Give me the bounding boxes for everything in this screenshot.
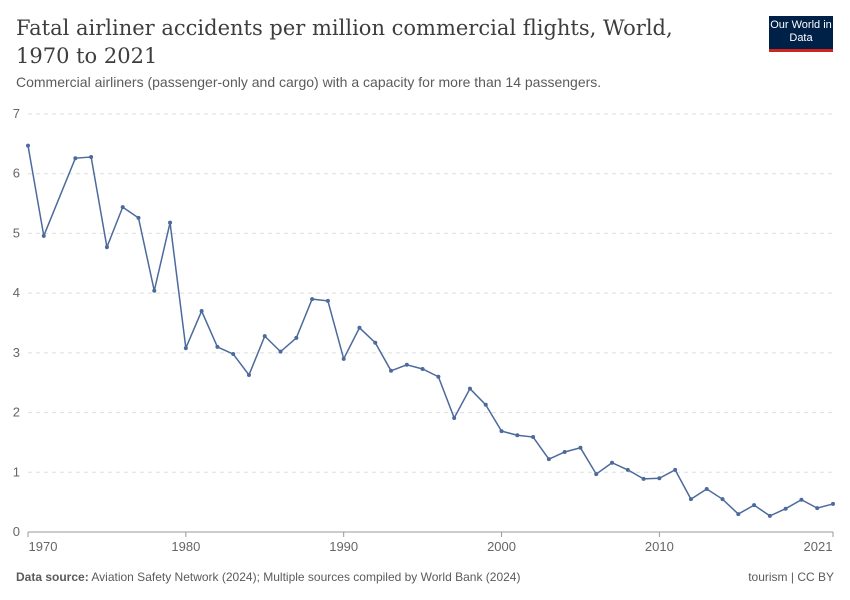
- x-tick-label: 1980: [171, 539, 200, 554]
- data-point: [199, 309, 204, 314]
- data-source: Data source: Aviation Safety Network (20…: [16, 570, 520, 584]
- data-point: [389, 368, 394, 373]
- data-point: [625, 467, 630, 472]
- data-point: [41, 233, 46, 238]
- data-point: [325, 298, 330, 303]
- data-point: [831, 501, 835, 506]
- data-point: [262, 334, 267, 339]
- data-point: [120, 205, 125, 210]
- owid-logo[interactable]: Our World in Data: [769, 16, 833, 52]
- data-point: [183, 346, 188, 351]
- data-point: [420, 366, 425, 371]
- data-point: [152, 288, 157, 293]
- license[interactable]: tourism | CC BY: [748, 570, 834, 584]
- data-point: [357, 325, 362, 330]
- data-point: [294, 335, 299, 340]
- data-point: [752, 503, 757, 508]
- x-tick-label: 2021: [804, 539, 833, 554]
- data-point: [483, 402, 488, 407]
- data-point: [373, 340, 378, 345]
- data-point: [231, 352, 236, 357]
- data-point: [341, 356, 346, 361]
- data-point: [531, 435, 536, 440]
- x-tick-label: 2000: [487, 539, 516, 554]
- data-point: [610, 460, 615, 465]
- data-point: [657, 476, 662, 481]
- data-point: [688, 497, 693, 502]
- data-point: [736, 512, 741, 517]
- data-point: [815, 506, 820, 511]
- data-point: [562, 449, 567, 454]
- y-tick-label: 2: [13, 405, 20, 420]
- data-point: [467, 386, 472, 391]
- data-point: [73, 156, 78, 161]
- data-point: [89, 154, 94, 159]
- chart-title: Fatal airliner accidents per million com…: [16, 16, 673, 68]
- data-point: [452, 415, 457, 420]
- data-point: [641, 476, 646, 481]
- data-point: [215, 344, 220, 349]
- data-point: [546, 457, 551, 462]
- y-tick-label: 1: [13, 464, 20, 479]
- y-tick-label: 4: [13, 285, 20, 300]
- data-point: [168, 220, 173, 225]
- data-point: [404, 362, 409, 367]
- x-tick-label: 1990: [329, 539, 358, 554]
- data-point: [578, 445, 583, 450]
- source-label: Data source:: [16, 570, 89, 584]
- data-point: [436, 374, 441, 379]
- x-tick-label: 2010: [645, 539, 674, 554]
- data-point: [799, 497, 804, 502]
- data-point: [673, 467, 678, 472]
- data-point: [720, 497, 725, 502]
- y-tick-label: 6: [13, 166, 20, 181]
- data-point: [26, 143, 30, 148]
- y-tick-label: 0: [13, 524, 20, 539]
- data-point: [594, 472, 599, 477]
- data-point: [499, 429, 504, 434]
- data-point: [704, 487, 709, 492]
- data-point: [767, 513, 772, 518]
- data-point: [515, 433, 520, 438]
- data-point: [246, 372, 251, 377]
- y-tick-label: 5: [13, 225, 20, 240]
- data-point: [310, 297, 315, 302]
- y-tick-label: 7: [13, 106, 20, 121]
- series-line: [27, 145, 834, 517]
- x-tick-label: 1970: [29, 539, 58, 554]
- y-tick-label: 3: [13, 345, 20, 360]
- data-point: [136, 215, 141, 220]
- chart-subtitle: Commercial airliners (passenger-only and…: [16, 74, 602, 90]
- source-text[interactable]: Aviation Safety Network (2024); Multiple…: [91, 570, 521, 584]
- data-point: [104, 245, 109, 250]
- data-point: [783, 506, 788, 511]
- data-point: [278, 349, 283, 354]
